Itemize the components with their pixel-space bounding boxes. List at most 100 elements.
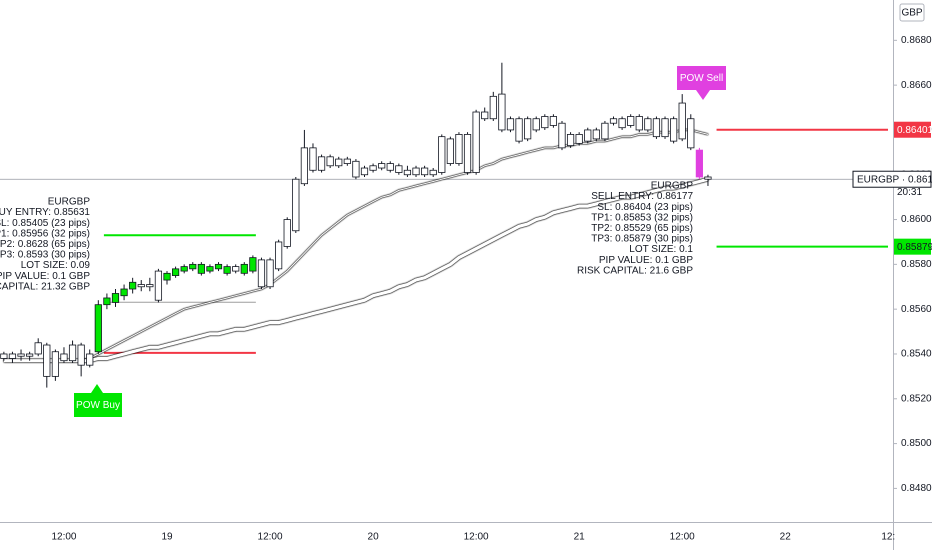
candle-body: [429, 169, 437, 176]
candle-body: [0, 353, 8, 359]
candle-body: [592, 129, 600, 140]
candle-body: [197, 263, 205, 274]
candle-body: [704, 176, 712, 180]
candle-body: [214, 263, 223, 270]
candle-body: [532, 118, 540, 131]
candle-body: [489, 95, 497, 120]
candle-body: [180, 266, 188, 272]
candle-body: [652, 118, 661, 138]
price-tag-box: [852, 170, 932, 188]
candle-body: [189, 263, 197, 270]
candle-body: [137, 284, 145, 288]
x-tick-label: 12:00: [670, 532, 695, 543]
level-tag: [894, 121, 931, 138]
sell-note-line: SELL ENTRY: 0.86177: [591, 191, 693, 202]
sell-note-line: SL: 0.86404 (23 pips): [597, 202, 693, 213]
level-tag-label: 0.86401: [897, 125, 932, 136]
candle-body: [670, 118, 678, 142]
sell-signal-label: POW Sell: [680, 73, 723, 84]
candle-body: [601, 122, 609, 140]
candle-body: [8, 353, 17, 359]
sell-note-line: TP3: 0.85879 (30 pips): [591, 234, 693, 245]
sell-note-line: PIP VALUE: 0.1 GBP: [599, 255, 693, 266]
candle-body: [300, 147, 308, 185]
candle-body: [609, 118, 618, 124]
candle-body: [438, 136, 446, 173]
candle-body: [223, 266, 231, 274]
candle-body: [51, 351, 59, 377]
candle-body: [618, 118, 626, 129]
candle-body: [34, 342, 42, 355]
sell-signal-box: [677, 66, 726, 100]
candle-body: [206, 266, 214, 272]
candle-body: [412, 167, 420, 176]
price-tag-label: EURGBP · 0.86180: [857, 174, 932, 185]
candle-body: [43, 344, 51, 377]
currency: GBP: [901, 8, 922, 19]
candle-body: [266, 259, 274, 288]
candle-body: [661, 118, 669, 138]
candle-body: [232, 266, 240, 272]
candle-body: [171, 268, 180, 276]
candle-body: [249, 257, 257, 272]
sell-note-line: RISK CAPITAL: 21.6 GBP: [577, 265, 693, 276]
candle-body: [481, 111, 489, 120]
sell-note-line: EURGBP: [651, 181, 694, 192]
candle-body: [584, 129, 592, 142]
x-tick-label: 21: [574, 532, 586, 543]
candle-body: [146, 284, 154, 288]
candle-body: [498, 93, 506, 131]
candle-body: [472, 111, 480, 173]
candle-body: [369, 165, 377, 171]
candle-body: [506, 118, 515, 131]
candle-body: [86, 353, 94, 366]
candle-body: [68, 344, 77, 362]
candle-body: [644, 118, 652, 131]
sell-note-line: LOT SIZE: 0.1: [629, 244, 693, 255]
candle-body: [455, 134, 463, 164]
candle-body: [695, 149, 703, 178]
buy-note-line: LOT SIZE: 0.09: [21, 260, 91, 271]
candle-body: [395, 165, 403, 173]
candle-body: [360, 167, 369, 176]
candle-body: [317, 156, 326, 171]
candle-body: [77, 344, 85, 366]
buy-note-line: SL: 0.85405 (23 pips): [0, 218, 90, 229]
candle-body: [687, 118, 695, 149]
y-tick-label: 0.86800: [901, 35, 932, 46]
buy-note-line: TP2: 0.8628 (65 pips): [0, 239, 90, 250]
x-tick-label: 12:00: [258, 532, 283, 543]
x-tick-label: 19: [161, 532, 173, 543]
x-tick-label: 12:00: [464, 532, 489, 543]
candle-body: [326, 156, 334, 167]
buy-signal-label: POW Buy: [76, 400, 120, 411]
candle-body: [275, 241, 283, 270]
candle-body: [403, 169, 412, 176]
candle-body: [240, 263, 248, 274]
candle-body: [94, 304, 102, 353]
candle-body: [541, 116, 549, 129]
x-tick-label: 12:00: [51, 532, 76, 543]
candle-body: [549, 116, 558, 126]
currency-box[interactable]: [899, 3, 925, 22]
candle-body: [627, 116, 635, 126]
candle-body: [421, 167, 429, 176]
candle-body: [378, 163, 386, 169]
candle-body: [154, 270, 163, 301]
candle-body: [103, 297, 111, 306]
candle-body: [575, 134, 583, 144]
countdown: 20:31: [897, 187, 922, 198]
moving-average: [80, 129, 709, 362]
candle-body: [524, 118, 532, 140]
candle-body: [343, 158, 351, 164]
candle-body: [566, 134, 575, 147]
candle-body: [120, 288, 128, 297]
